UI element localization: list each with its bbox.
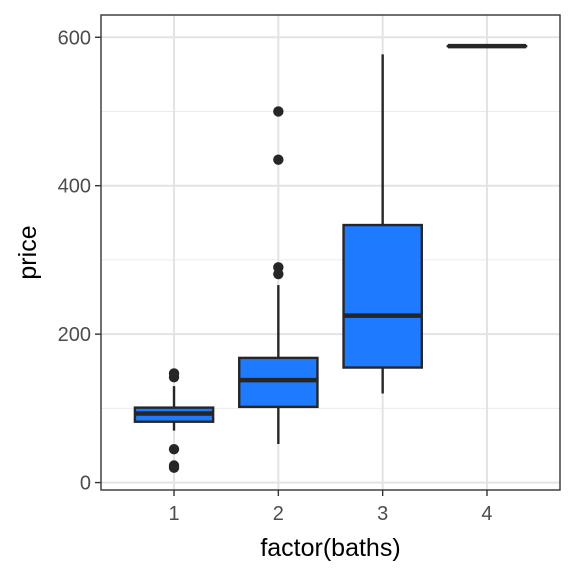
x-tick-label: 3 [377,503,388,525]
outlier-point [273,154,284,165]
outlier-point [273,268,284,280]
y-tick-label: 400 [58,176,91,198]
x-axis-title: factor(baths) [260,534,400,562]
box-1 [133,368,215,473]
box-iqr [342,223,423,369]
axes: 0 200 400 600 1 2 3 4 [58,27,493,525]
box-series [133,43,528,473]
x-tick-label: 4 [481,503,492,525]
y-tick-label: 200 [58,324,91,346]
outlier-point [168,462,180,473]
box-2 [238,106,319,444]
y-tick-label: 600 [58,27,91,49]
y-axis-title: price [14,225,42,279]
outlier-point [168,371,180,383]
outlier-point [273,106,284,117]
y-tick-label: 0 [80,473,91,495]
outlier-point [168,443,180,455]
x-tick-label: 2 [273,503,284,525]
x-tick-label: 1 [168,503,179,525]
plot-border [100,14,561,491]
box-3 [342,54,423,394]
